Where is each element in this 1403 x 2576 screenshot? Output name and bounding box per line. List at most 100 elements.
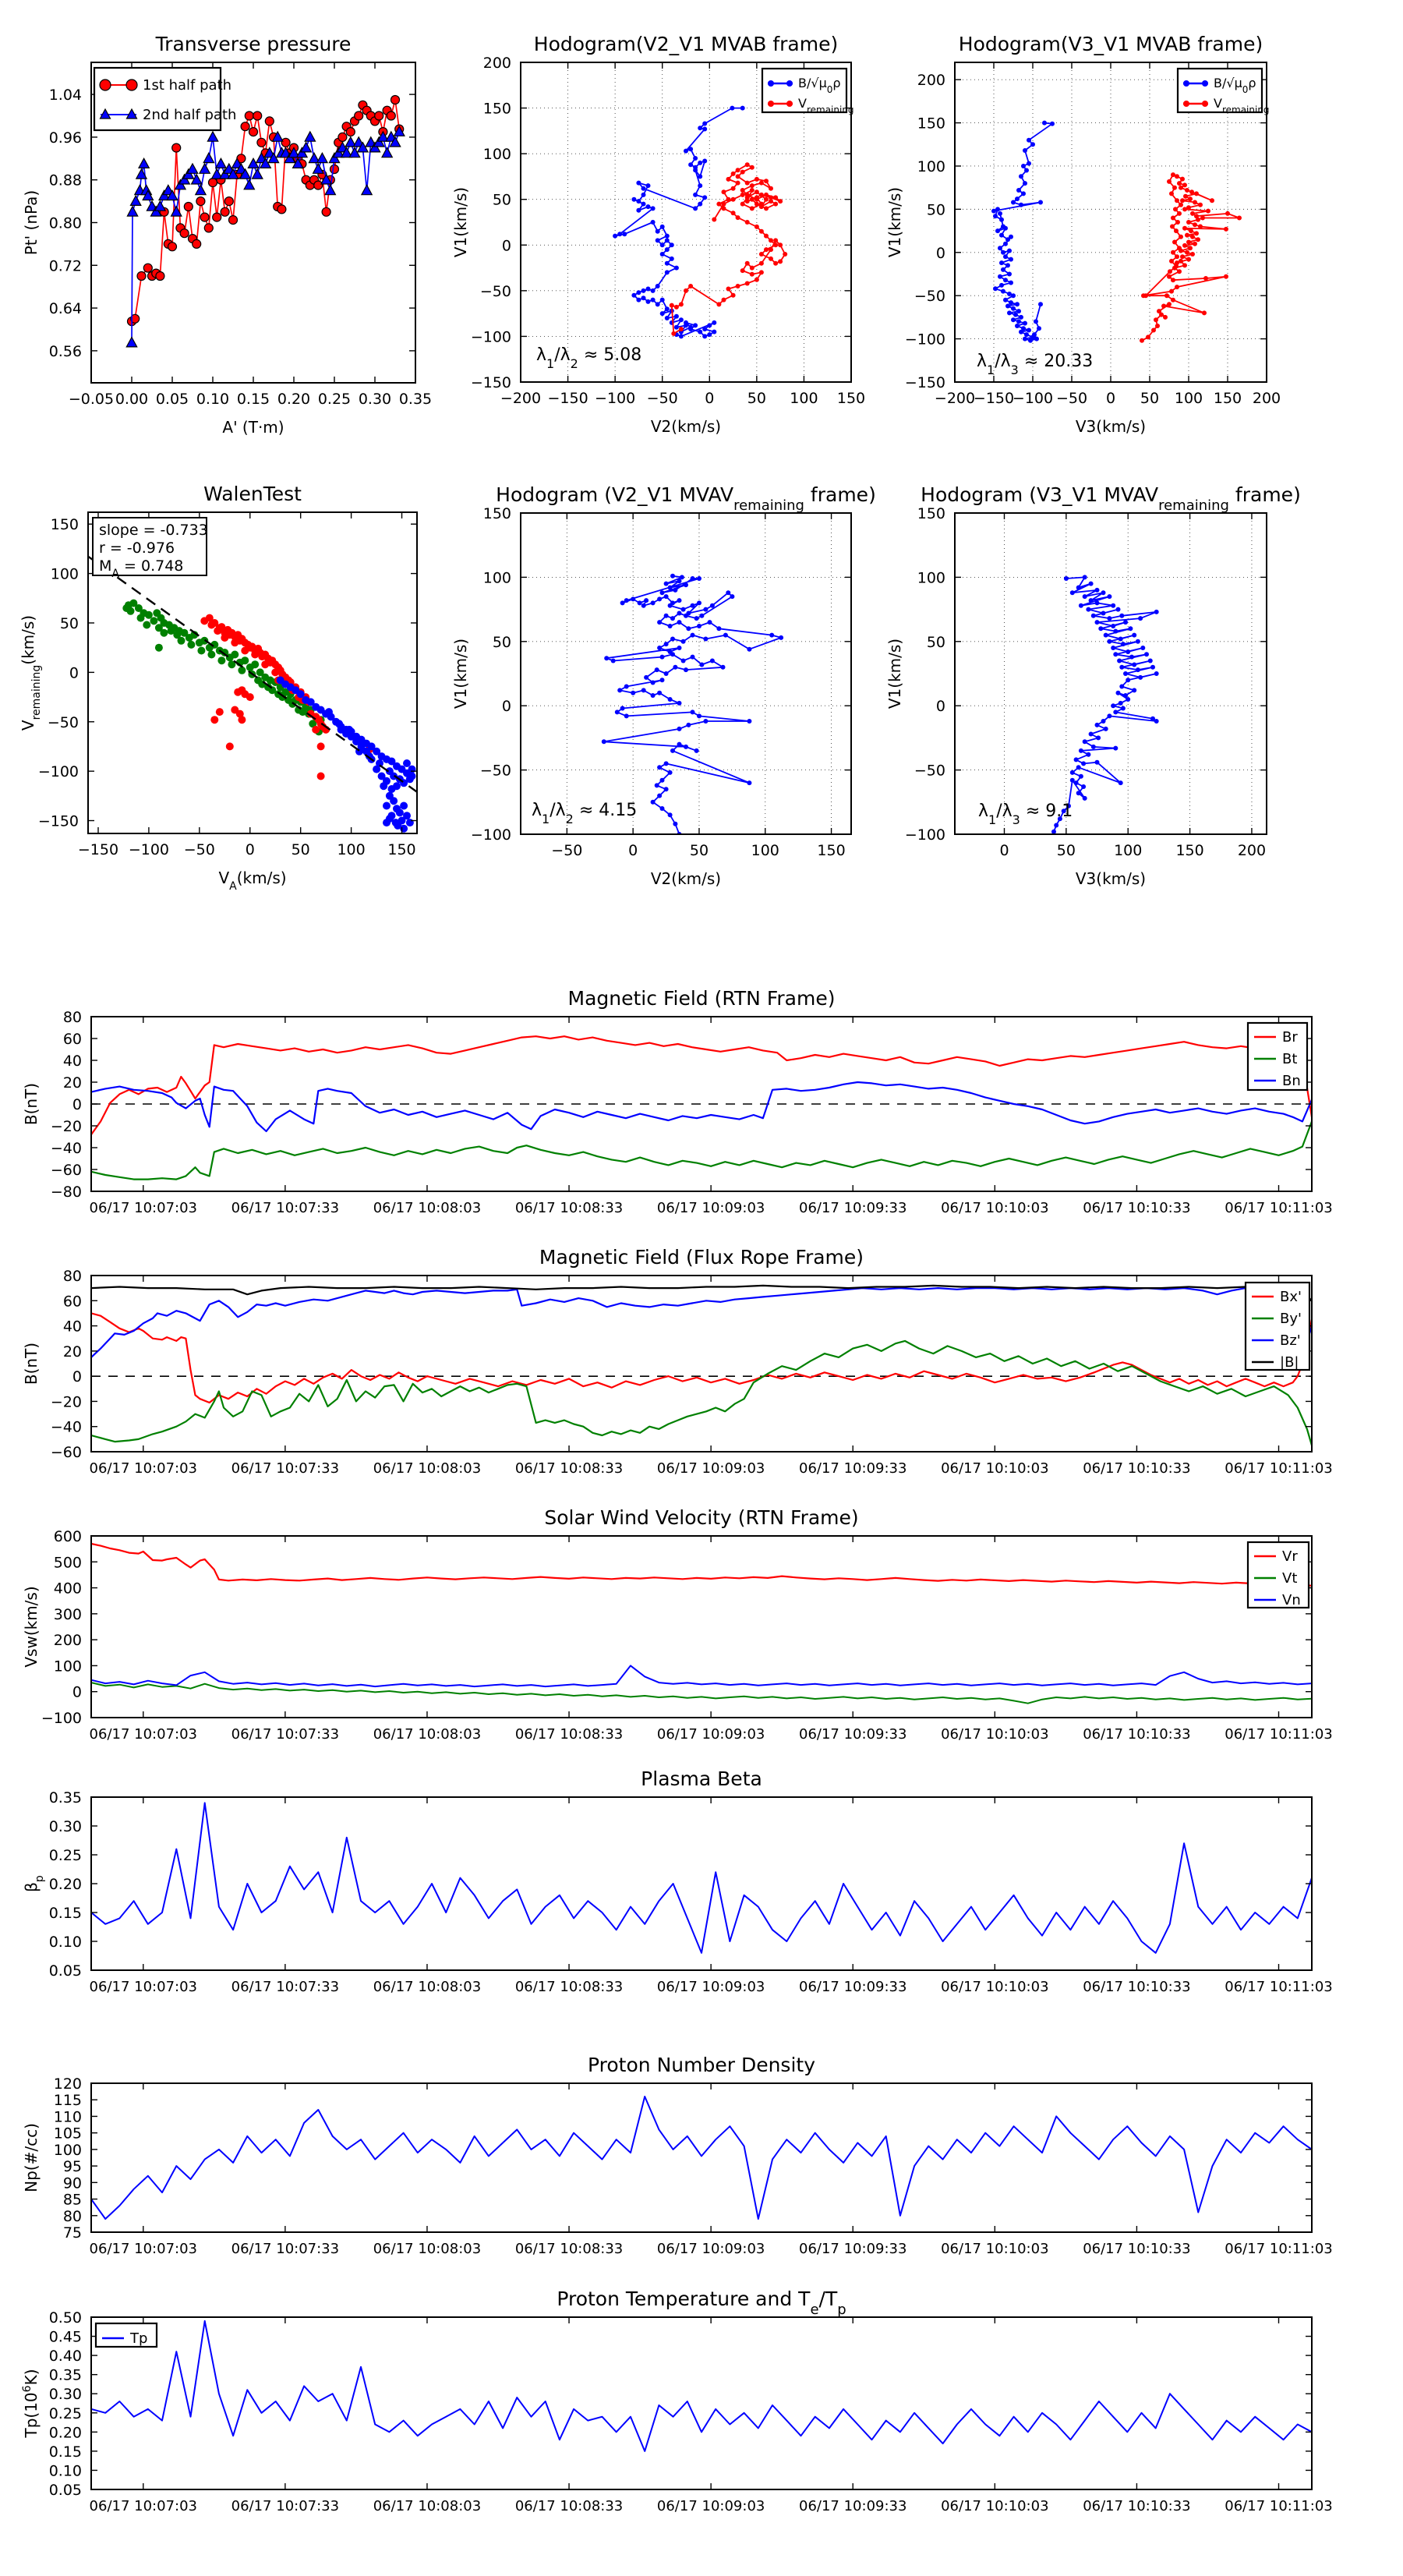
y-tick-label: 50 <box>60 615 79 632</box>
data-point <box>773 238 779 243</box>
data-point <box>1024 168 1029 173</box>
data-point <box>171 143 182 153</box>
data-point <box>1177 181 1182 186</box>
x-tick-label: 50 <box>292 841 310 858</box>
data-point <box>1069 777 1075 783</box>
data-point <box>735 168 740 173</box>
data-point <box>1144 652 1149 657</box>
data-point <box>1001 267 1005 272</box>
data-point <box>641 201 646 207</box>
data-point <box>1123 693 1128 698</box>
data-point <box>680 639 686 644</box>
data-point <box>312 725 320 734</box>
data-point <box>670 652 675 657</box>
data-point <box>721 206 726 211</box>
x-tick-label: 06/17 10:09:33 <box>799 1979 906 1995</box>
data-point <box>212 212 222 222</box>
x-tick-label: 06/17 10:11:03 <box>1225 2241 1332 2257</box>
data-point <box>693 206 698 211</box>
data-point <box>243 179 256 190</box>
data-point <box>620 706 625 711</box>
data-point <box>1135 667 1140 673</box>
data-point <box>1172 185 1177 190</box>
legend: Bx' By' Bz' |B| <box>1244 1281 1311 1371</box>
data-point <box>246 693 254 702</box>
data-point <box>636 207 641 213</box>
data-point <box>403 812 411 820</box>
data-point <box>1190 234 1195 239</box>
data-point <box>693 168 698 173</box>
data-point <box>218 168 231 179</box>
y-tick-label: 0.05 <box>49 1962 82 1980</box>
data-point <box>155 271 165 281</box>
data-point <box>1023 320 1027 326</box>
data-point <box>1169 288 1174 294</box>
axes-frame <box>954 512 1267 835</box>
data-point <box>690 632 695 638</box>
data-point <box>778 199 783 204</box>
data-point <box>150 205 162 217</box>
data-point <box>125 336 138 348</box>
data-point <box>1011 306 1016 311</box>
data-point <box>726 176 731 182</box>
data-point <box>1027 137 1031 143</box>
data-point <box>299 141 313 153</box>
data-point <box>624 598 629 603</box>
data-point <box>744 162 750 168</box>
data-point <box>1182 182 1187 188</box>
data-point <box>1082 575 1087 580</box>
x-tick-label: −150 <box>78 841 118 858</box>
data-point <box>1082 795 1087 801</box>
data-point <box>1024 332 1029 338</box>
data-point <box>747 780 752 786</box>
axes-frame <box>90 2316 1313 2490</box>
data-point <box>207 130 219 142</box>
y-axis-label: B(nT) <box>22 1083 41 1125</box>
data-point <box>1094 722 1100 727</box>
data-point <box>754 189 759 195</box>
data-point <box>657 765 663 770</box>
data-point <box>991 208 996 214</box>
data-point <box>610 658 616 663</box>
series-beta-p <box>91 1802 1312 1954</box>
legend-label: By' <box>1280 1311 1302 1327</box>
data-point <box>754 277 759 282</box>
x-tick-label: 06/17 10:07:33 <box>231 1726 339 1743</box>
data-point <box>712 329 717 334</box>
data-point <box>650 799 656 805</box>
legend-item: B/√μ0ρ <box>1183 76 1256 95</box>
data-point <box>192 239 202 249</box>
data-point <box>671 331 677 336</box>
data-point <box>400 824 408 833</box>
x-tick-label: 06/17 10:09:33 <box>799 1460 906 1477</box>
series-group <box>91 2096 1312 2220</box>
data-point <box>769 238 773 243</box>
data-point <box>1174 228 1179 234</box>
data-point <box>390 772 398 780</box>
data-point <box>773 201 779 207</box>
data-point <box>316 742 325 751</box>
series-2nd-half-path <box>125 125 405 348</box>
data-point <box>735 180 740 186</box>
data-point <box>394 821 402 830</box>
y-tick-label: −100 <box>38 763 79 780</box>
y-tick-label: 0.40 <box>49 2348 82 2365</box>
axis-ticks <box>91 1535 1312 1718</box>
data-point <box>1019 329 1023 334</box>
data-point <box>1005 263 1010 268</box>
data-point <box>730 105 735 111</box>
data-point <box>754 176 759 182</box>
data-point <box>754 196 759 202</box>
y-tick-label: 90 <box>63 2174 82 2192</box>
data-point <box>1171 297 1175 303</box>
data-point <box>1128 626 1133 632</box>
x-tick-label: 06/17 10:09:03 <box>657 1726 765 1743</box>
data-point <box>408 765 416 773</box>
data-point <box>698 329 703 334</box>
data-point <box>677 610 682 616</box>
x-tick-label: 0.20 <box>277 391 310 408</box>
legend: 1st half path 2nd half path <box>93 66 236 132</box>
data-point <box>663 787 669 792</box>
